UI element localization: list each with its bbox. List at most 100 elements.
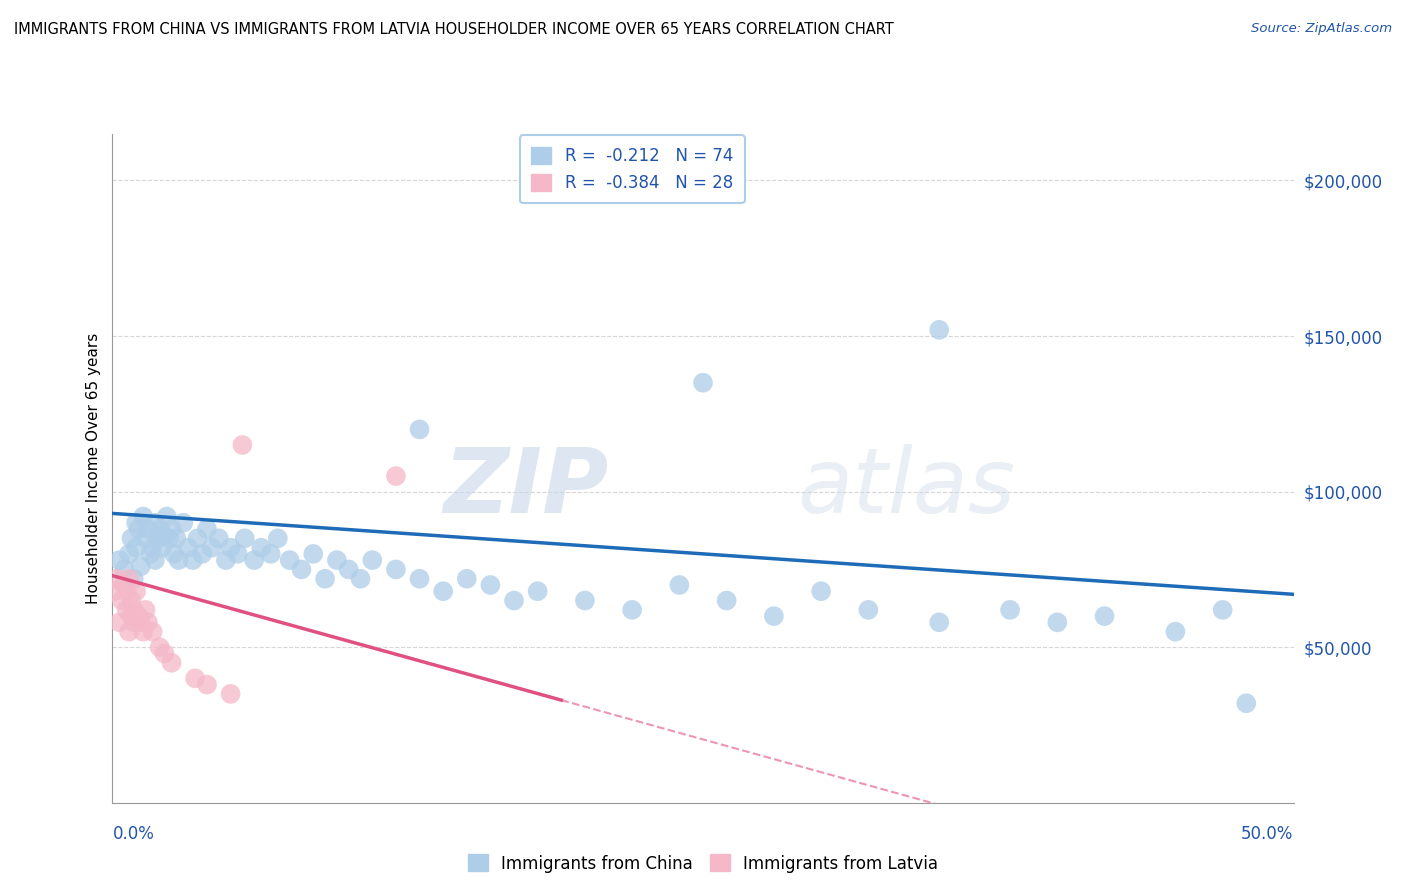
Point [290, 562, 312, 576]
Text: atlas: atlas [797, 444, 1015, 533]
Point [526, 584, 548, 599]
Point [135, 603, 157, 617]
Point [136, 522, 159, 536]
Point [186, 531, 208, 545]
Text: 50.0%: 50.0% [1241, 825, 1294, 843]
Point [184, 671, 207, 685]
Text: 0.0%: 0.0% [112, 825, 155, 843]
Point [456, 572, 478, 586]
Point [716, 593, 738, 607]
Point [250, 541, 273, 555]
Point [195, 677, 218, 691]
Point [165, 531, 187, 545]
Point [810, 584, 832, 599]
Point [150, 541, 173, 555]
Point [337, 562, 360, 576]
Point [349, 572, 371, 586]
Point [1164, 624, 1187, 639]
Point [135, 531, 157, 545]
Point [260, 547, 283, 561]
Point [112, 562, 135, 576]
Point [143, 553, 166, 567]
Point [928, 323, 950, 337]
Point [231, 438, 253, 452]
Point [858, 603, 880, 617]
Point [326, 553, 349, 567]
Point [208, 531, 231, 545]
Point [127, 609, 149, 624]
Point [215, 553, 238, 567]
Point [129, 615, 152, 630]
Point [136, 615, 159, 630]
Point [122, 615, 145, 630]
Legend: Immigrants from China, Immigrants from Latvia: Immigrants from China, Immigrants from L… [461, 847, 945, 880]
Point [132, 509, 155, 524]
Point [243, 553, 266, 567]
Text: ZIP: ZIP [443, 444, 609, 533]
Point [408, 422, 430, 436]
Point [302, 547, 325, 561]
Point [314, 572, 336, 586]
Point [125, 516, 148, 530]
Point [108, 553, 131, 567]
Point [118, 572, 141, 586]
Point [233, 531, 256, 545]
Point [120, 609, 142, 624]
Point [181, 553, 204, 567]
Point [142, 624, 165, 639]
Point [432, 584, 454, 599]
Point [122, 572, 145, 586]
Point [125, 541, 148, 555]
Point [118, 624, 141, 639]
Point [122, 603, 145, 617]
Point [361, 553, 384, 567]
Point [118, 547, 141, 561]
Text: Source: ZipAtlas.com: Source: ZipAtlas.com [1251, 22, 1392, 36]
Point [219, 687, 242, 701]
Point [226, 547, 249, 561]
Point [112, 578, 135, 592]
Point [574, 593, 596, 607]
Point [408, 572, 430, 586]
Point [153, 647, 176, 661]
Point [1046, 615, 1069, 630]
Point [172, 516, 194, 530]
Point [115, 584, 138, 599]
Point [668, 578, 690, 592]
Point [157, 531, 180, 545]
Point [160, 522, 183, 536]
Point [163, 547, 186, 561]
Text: IMMIGRANTS FROM CHINA VS IMMIGRANTS FROM LATVIA HOUSEHOLDER INCOME OVER 65 YEARS: IMMIGRANTS FROM CHINA VS IMMIGRANTS FROM… [14, 22, 894, 37]
Point [105, 572, 128, 586]
Point [219, 541, 242, 555]
Point [503, 593, 526, 607]
Point [127, 522, 149, 536]
Point [111, 593, 134, 607]
Point [125, 584, 148, 599]
Point [177, 541, 200, 555]
Point [267, 531, 290, 545]
Point [167, 553, 190, 567]
Point [156, 509, 179, 524]
Point [1094, 609, 1116, 624]
Point [998, 603, 1021, 617]
Point [1212, 603, 1234, 617]
Point [191, 547, 214, 561]
Point [108, 615, 131, 630]
Point [149, 522, 172, 536]
Point [153, 528, 176, 542]
Point [120, 531, 142, 545]
Point [132, 624, 155, 639]
Point [160, 656, 183, 670]
Point [385, 469, 408, 483]
Y-axis label: Householder Income Over 65 years: Householder Income Over 65 years [86, 333, 101, 604]
Point [139, 547, 162, 561]
Point [479, 578, 502, 592]
Point [149, 640, 172, 655]
Point [201, 541, 224, 555]
Point [928, 615, 950, 630]
Point [142, 541, 165, 555]
Point [143, 516, 166, 530]
Point [1234, 696, 1257, 710]
Point [621, 603, 644, 617]
